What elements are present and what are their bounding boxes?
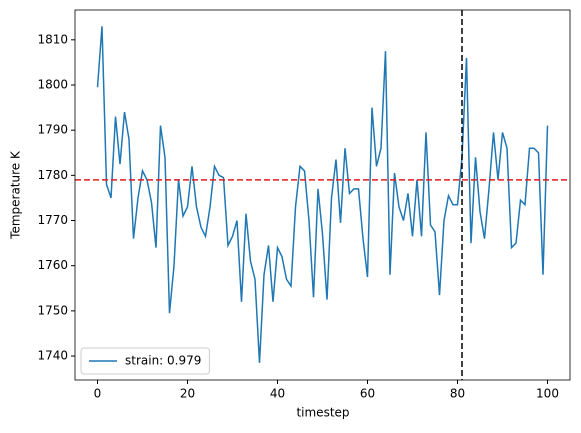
legend: strain: 0.979 [80, 347, 210, 375]
y-axis-label: Temperature K [9, 150, 23, 240]
plot-frame [74, 9, 571, 381]
y-tick-label: 1750 [37, 303, 68, 317]
x-tick-label: 20 [180, 387, 195, 401]
x-tick-label: 100 [536, 387, 559, 401]
x-tick-label: 40 [270, 387, 285, 401]
data-line [96, 26, 549, 363]
y-tick-label: 1740 [37, 349, 68, 363]
y-tick-label: 1800 [37, 77, 68, 91]
y-tick-label: 1780 [37, 168, 68, 182]
x-tick-label: 60 [360, 387, 375, 401]
legend-box [80, 347, 210, 375]
y-tick-label: 1760 [37, 258, 68, 272]
legend-label: strain: 0.979 [125, 354, 201, 368]
x-axis-label: timestep [296, 406, 349, 420]
x-tick-label: 80 [450, 387, 465, 401]
y-tick-label: 1810 [37, 32, 68, 46]
y-tick-label: 1790 [37, 123, 68, 137]
x-tick-label: 0 [94, 387, 102, 401]
y-tick-label: 1770 [37, 213, 68, 227]
